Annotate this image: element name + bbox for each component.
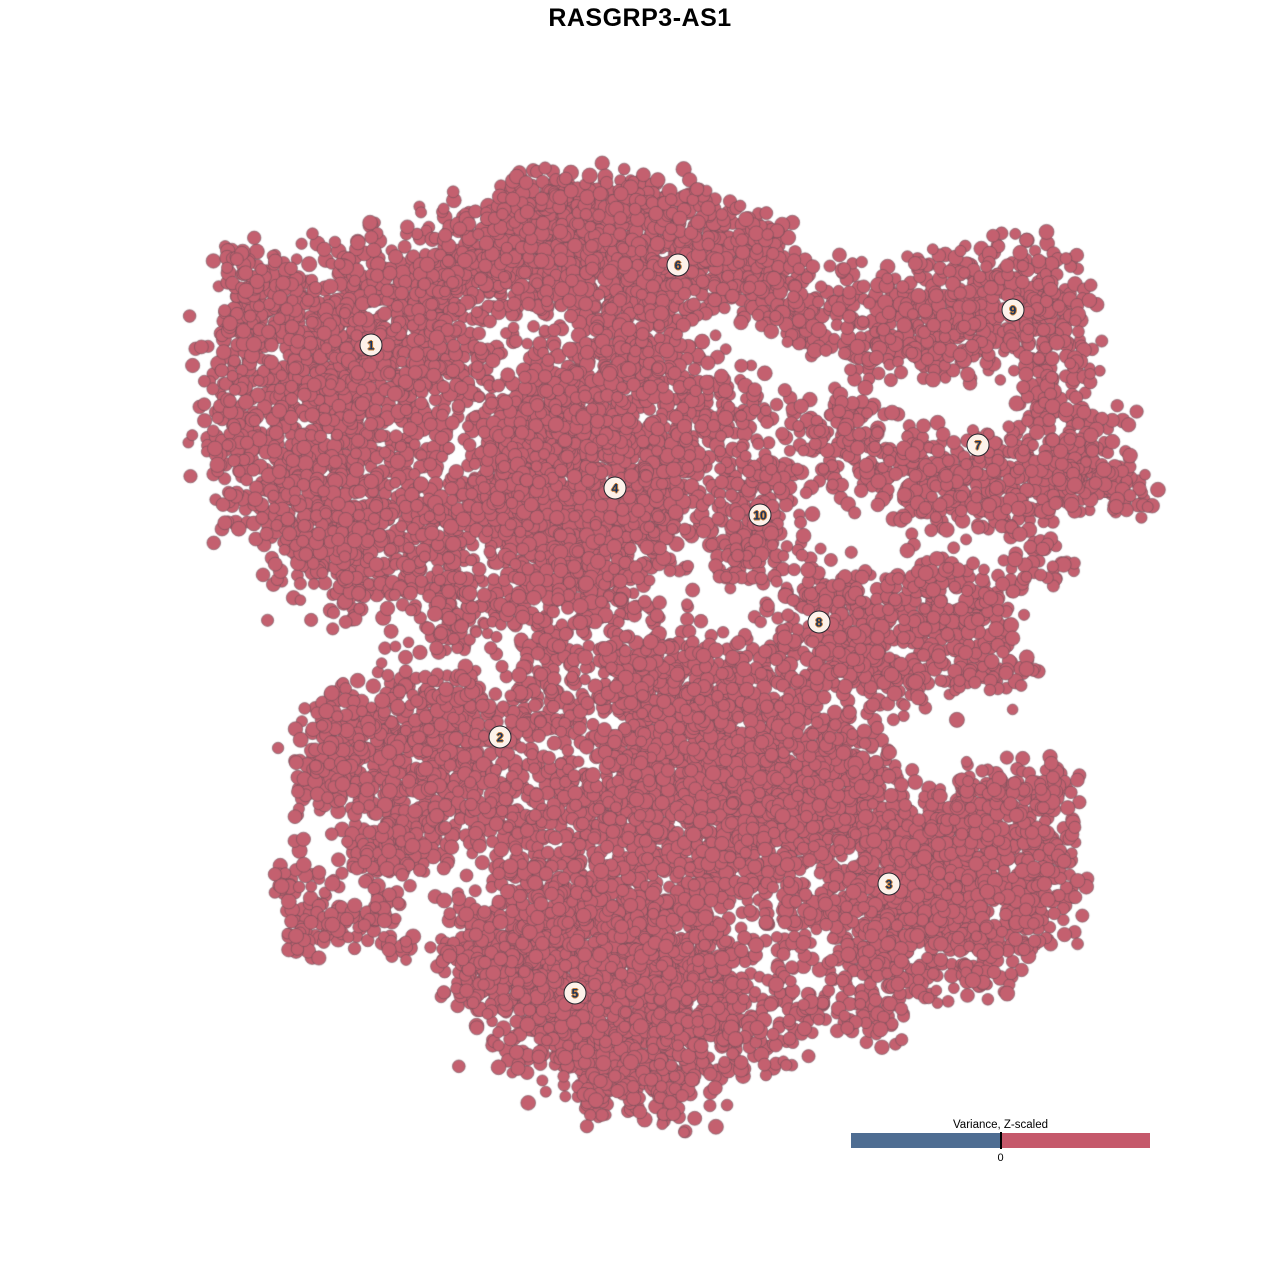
legend-colorbar-negative bbox=[851, 1133, 1001, 1148]
cluster-label-1: 1 bbox=[359, 333, 383, 357]
cluster-label-2: 2 bbox=[488, 725, 512, 749]
cluster-label-6: 6 bbox=[666, 253, 690, 277]
cluster-label-10: 10 bbox=[748, 503, 772, 527]
legend: Variance, Z-scaled 0 bbox=[851, 1119, 1150, 1164]
legend-tick-label: 0 bbox=[997, 1152, 1004, 1164]
legend-title: Variance, Z-scaled bbox=[952, 1119, 1049, 1131]
cluster-label-7: 7 bbox=[966, 433, 990, 457]
legend-tick bbox=[999, 1132, 1002, 1149]
cluster-label-5: 5 bbox=[563, 981, 587, 1005]
cluster-label-9: 9 bbox=[1001, 298, 1025, 322]
legend-colorbar-positive bbox=[1000, 1133, 1150, 1148]
legend-colorbar bbox=[851, 1133, 1150, 1148]
chart-title: RASGRP3-AS1 bbox=[548, 4, 732, 32]
cluster-label-3: 3 bbox=[877, 872, 901, 896]
cluster-label-4: 4 bbox=[603, 476, 627, 500]
cluster-label-8: 8 bbox=[807, 610, 831, 634]
